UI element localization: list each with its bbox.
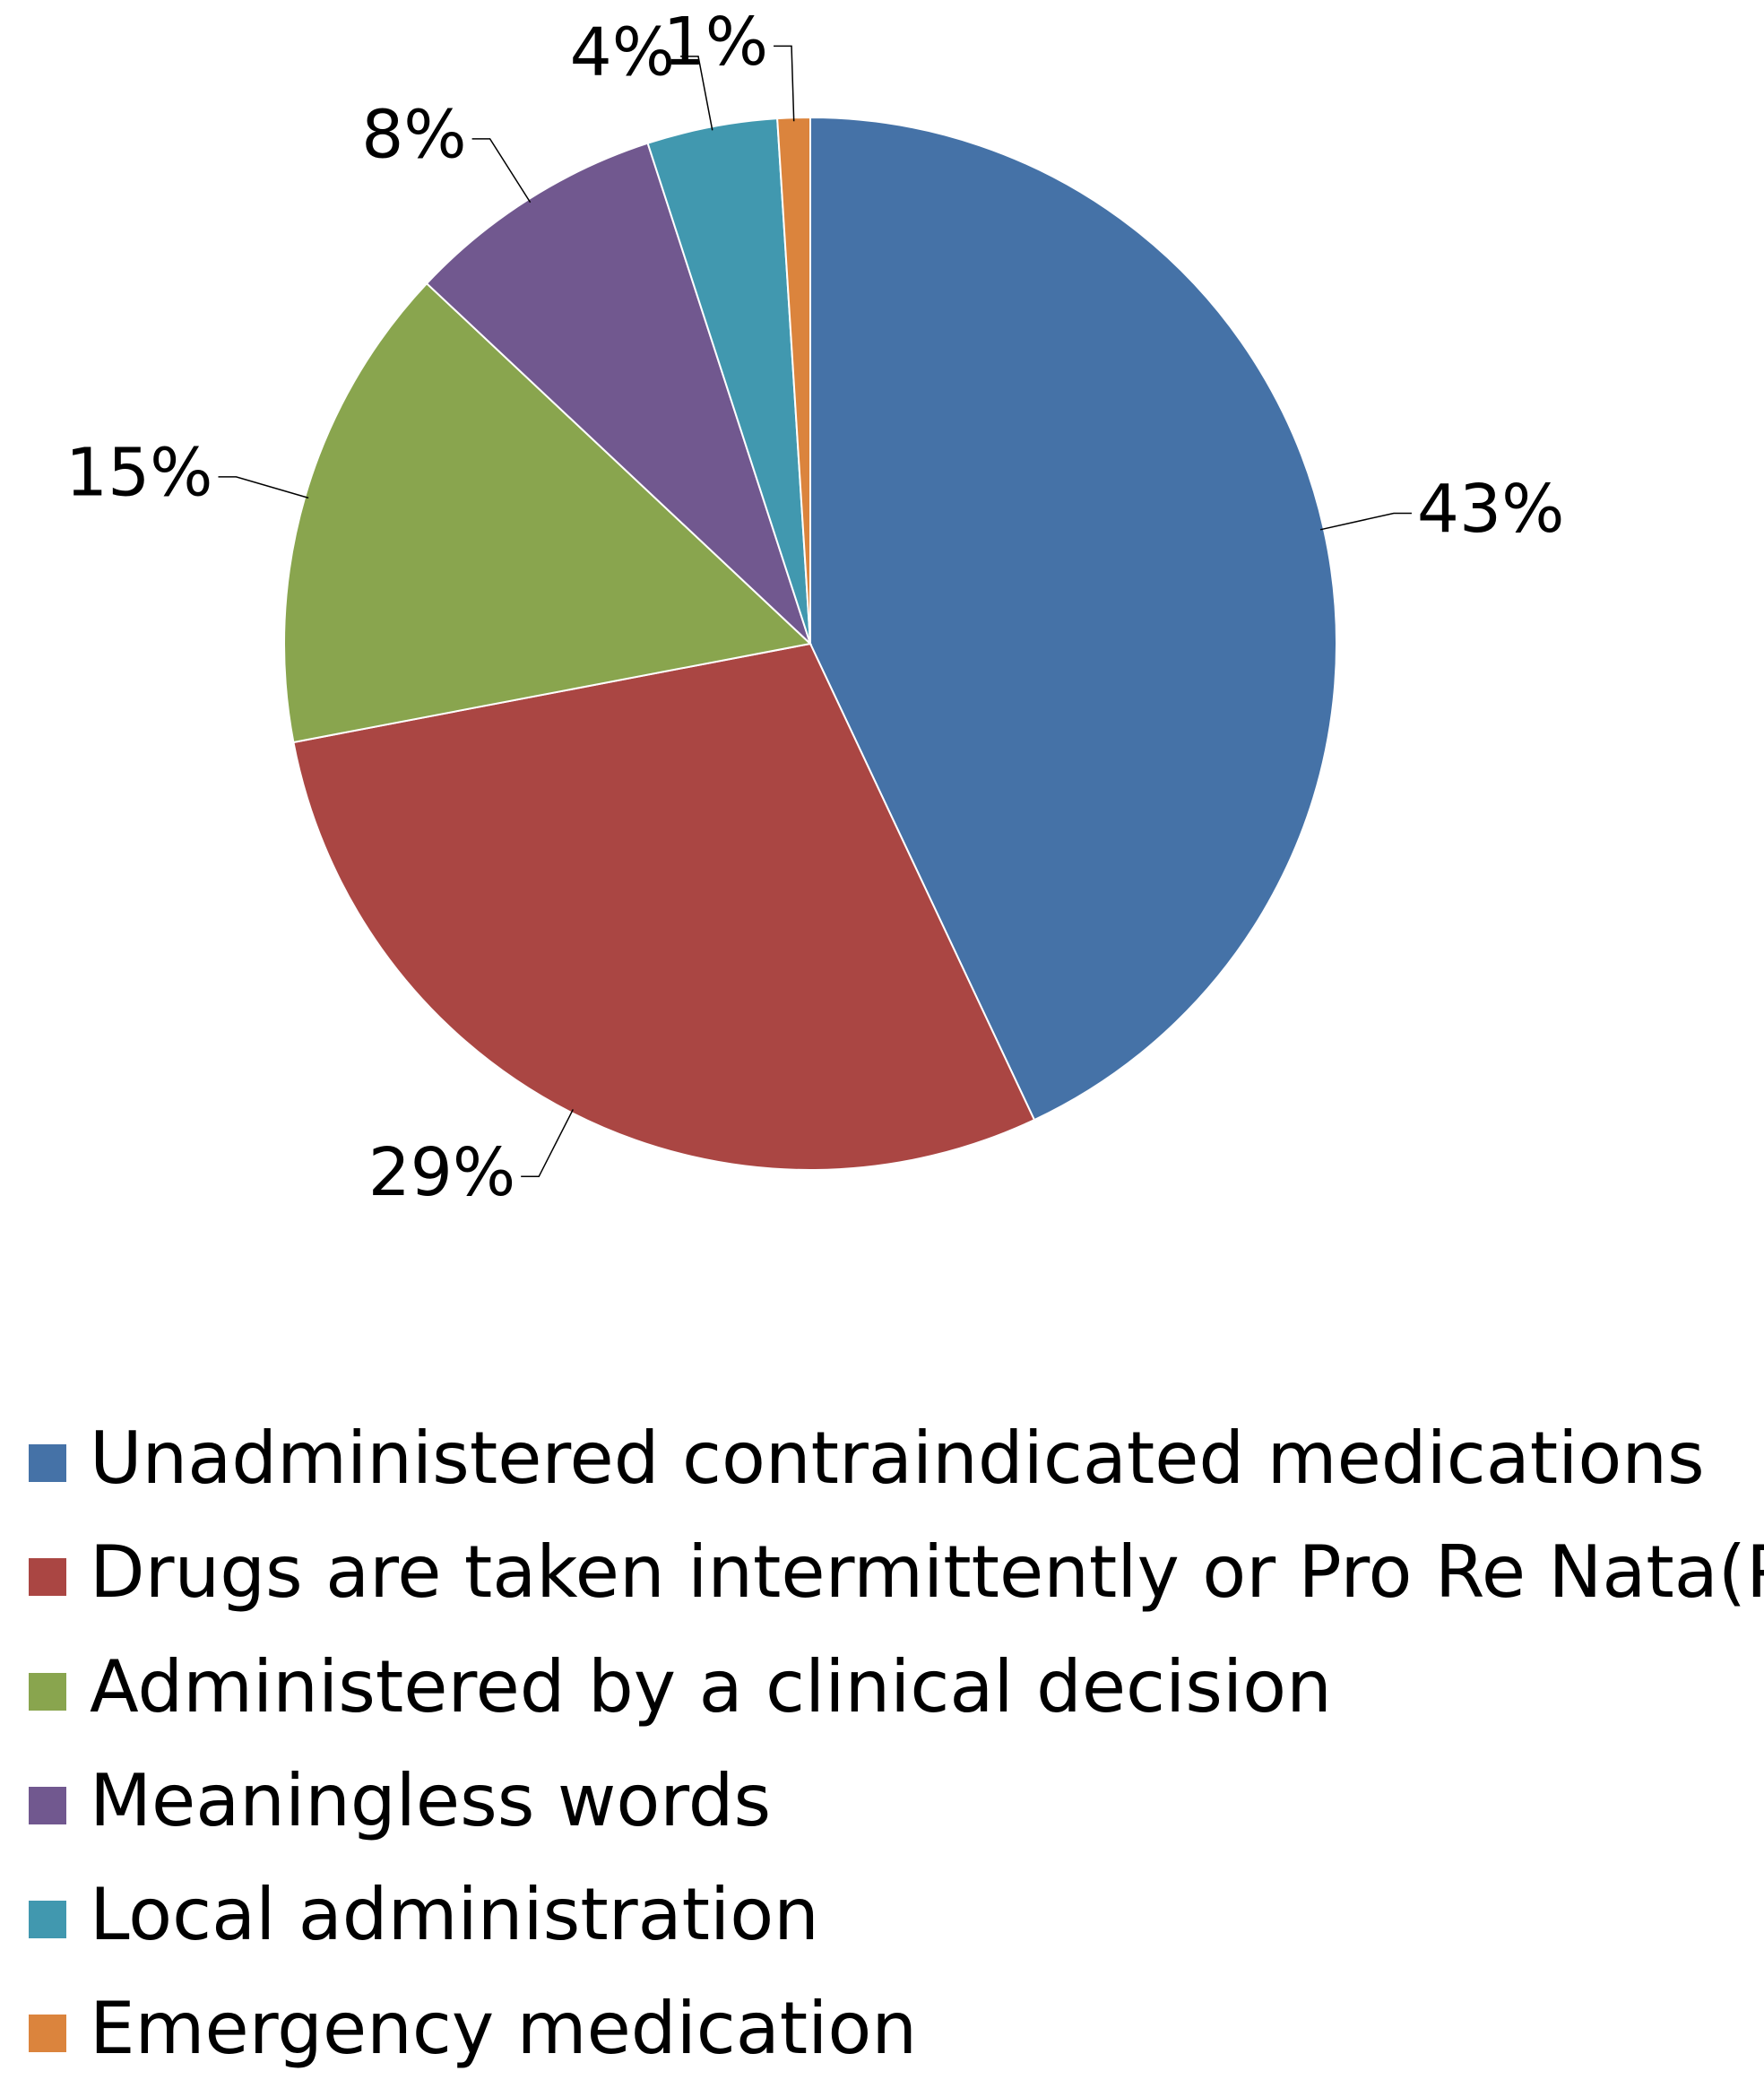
legend-label: Meaningless words [90,1759,771,1842]
legend-swatch [29,1787,66,1824]
legend-label: Emergency medication [90,1987,917,2070]
data-label: 8% [361,96,466,173]
legend-label: Drugs are taken intermittently or Pro Re… [90,1530,1764,1614]
legend-swatch [29,1673,66,1711]
data-label: 29% [368,1134,515,1211]
legend-swatch [29,1901,66,1938]
legend-label: Unadministered contraindicated medicatio… [90,1417,1705,1500]
leader-line [774,45,795,122]
data-label: 15% [65,434,212,511]
leader-line [521,1109,574,1178]
legend-swatch [29,1444,66,1482]
legend-label: Administered by a clinical decision [90,1645,1332,1729]
data-label: 1% [663,4,768,81]
data-label: 4% [570,13,675,91]
legend-label: Local administration [90,1873,819,1956]
leader-line [218,476,309,499]
data-label: 43% [1417,471,1564,548]
legend-swatch [29,1558,66,1596]
leader-line [680,56,713,131]
leader-line [471,138,532,204]
legend-swatch [29,2015,66,2052]
leader-line [1319,512,1412,531]
